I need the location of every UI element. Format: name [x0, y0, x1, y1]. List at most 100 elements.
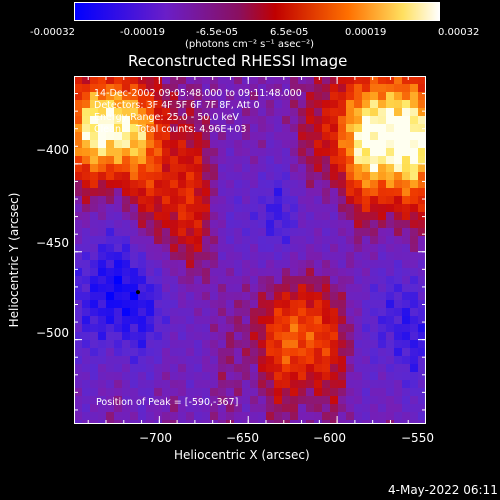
heatmap-cell — [162, 228, 170, 236]
heatmap-cell — [290, 164, 298, 172]
heatmap-cell — [226, 228, 234, 236]
heatmap-cell — [202, 148, 210, 156]
heatmap-cell — [146, 340, 154, 348]
heatmap-cell — [242, 100, 250, 108]
heatmap-cell — [90, 300, 98, 308]
heatmap-cell — [146, 204, 154, 212]
heatmap-cell — [226, 204, 234, 212]
heatmap-cell — [202, 292, 210, 300]
heatmap-cell — [354, 108, 362, 116]
heatmap-cell — [218, 116, 226, 124]
heatmap-cell — [122, 212, 130, 220]
heatmap-cell — [242, 236, 250, 244]
x-tick-label: −550 — [401, 431, 434, 445]
heatmap-cell — [186, 220, 194, 228]
heatmap-cell — [106, 76, 114, 84]
heatmap-cell — [138, 132, 146, 140]
heatmap-cell — [402, 324, 410, 332]
heatmap-cell — [178, 260, 186, 268]
heatmap-cell — [138, 236, 146, 244]
heatmap-cell — [234, 260, 242, 268]
heatmap-cell — [402, 84, 410, 92]
heatmap-cell — [250, 380, 258, 388]
heatmap-cell — [354, 252, 362, 260]
x-tick-label: −650 — [226, 431, 259, 445]
heatmap-cell — [194, 356, 202, 364]
heatmap-cell — [210, 324, 218, 332]
heatmap-cell — [250, 196, 258, 204]
heatmap-cell — [90, 420, 98, 424]
heatmap-cell — [146, 84, 154, 92]
heatmap-cell — [170, 140, 178, 148]
heatmap-cell — [242, 300, 250, 308]
heatmap-cell — [258, 364, 266, 372]
heatmap-cell — [162, 388, 170, 396]
heatmap-cell — [418, 340, 426, 348]
heatmap-cell — [370, 300, 378, 308]
heatmap-cell — [218, 252, 226, 260]
heatmap-cell — [218, 420, 226, 424]
heatmap-cell — [210, 276, 218, 284]
heatmap-cell — [290, 220, 298, 228]
heatmap-cell — [274, 372, 282, 380]
heatmap-cell — [82, 196, 90, 204]
heatmap-cell — [106, 364, 114, 372]
heatmap-cell — [178, 300, 186, 308]
heatmap-cell — [322, 204, 330, 212]
heatmap-cell — [146, 220, 154, 228]
heatmap-cell — [186, 412, 194, 420]
heatmap-cell — [346, 252, 354, 260]
heatmap-cell — [162, 156, 170, 164]
heatmap-cell — [130, 412, 138, 420]
heatmap-cell — [202, 332, 210, 340]
heatmap-cell — [122, 164, 130, 172]
heatmap-cell — [202, 116, 210, 124]
heatmap-cell — [322, 412, 330, 420]
heatmap-cell — [106, 148, 114, 156]
heatmap-cell — [74, 412, 82, 420]
heatmap-cell — [402, 244, 410, 252]
heatmap-cell — [338, 84, 346, 92]
heatmap-cell — [90, 308, 98, 316]
heatmap-cell — [386, 84, 394, 92]
heatmap-cell — [226, 404, 234, 412]
heatmap-cell — [418, 164, 426, 172]
heatmap-cell — [106, 372, 114, 380]
heatmap-cell — [418, 156, 426, 164]
heatmap-cell — [378, 308, 386, 316]
heatmap-cell — [226, 140, 234, 148]
heatmap-cell — [394, 124, 402, 132]
heatmap-cell — [130, 140, 138, 148]
heatmap-cell — [178, 76, 186, 84]
heatmap-cell — [218, 100, 226, 108]
heatmap-cell — [266, 84, 274, 92]
heatmap-cell — [186, 300, 194, 308]
heatmap-cell — [114, 308, 122, 316]
heatmap-cell — [194, 228, 202, 236]
heatmap-cell — [258, 268, 266, 276]
heatmap-cell — [330, 148, 338, 156]
heatmap-cell — [418, 396, 426, 404]
heatmap-cell — [162, 412, 170, 420]
heatmap-cell — [314, 212, 322, 220]
heatmap-cell — [122, 204, 130, 212]
heatmap-cell — [82, 356, 90, 364]
heatmap-cell — [186, 84, 194, 92]
axis-tick-marks — [74, 76, 426, 424]
heatmap-cell — [170, 404, 178, 412]
heatmap-cell — [306, 204, 314, 212]
heatmap-cell — [186, 92, 194, 100]
heatmap-cell — [346, 404, 354, 412]
heatmap-cell — [306, 236, 314, 244]
heatmap-cell — [162, 260, 170, 268]
heatmap-cell — [202, 364, 210, 372]
heatmap-cell — [330, 340, 338, 348]
heatmap-cell — [298, 412, 306, 420]
heatmap-cell — [354, 404, 362, 412]
heatmap-cell — [274, 156, 282, 164]
heatmap-cell — [194, 260, 202, 268]
heatmap-cell — [290, 324, 298, 332]
heatmap-cell — [250, 260, 258, 268]
heatmap-cell — [370, 220, 378, 228]
heatmap-cell — [210, 252, 218, 260]
